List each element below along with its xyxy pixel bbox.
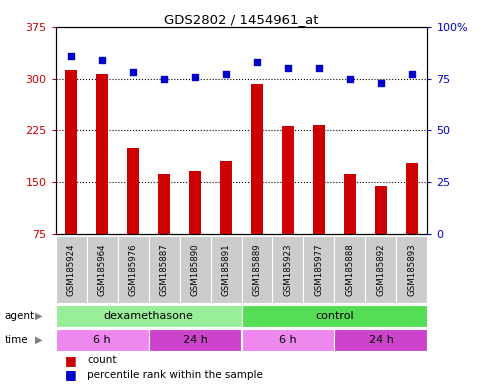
Bar bbox=[242, 305, 427, 327]
Bar bbox=[149, 329, 242, 351]
Bar bbox=[211, 236, 242, 303]
Text: GSM185888: GSM185888 bbox=[345, 243, 355, 296]
Point bbox=[253, 59, 261, 65]
Text: GSM185889: GSM185889 bbox=[253, 243, 261, 296]
Bar bbox=[56, 329, 149, 351]
Point bbox=[377, 80, 385, 86]
Bar bbox=[117, 236, 149, 303]
Bar bbox=[96, 74, 108, 234]
Bar bbox=[334, 329, 427, 351]
Text: GSM185923: GSM185923 bbox=[284, 243, 293, 296]
Bar bbox=[56, 236, 86, 303]
Text: ▶: ▶ bbox=[35, 311, 43, 321]
Text: agent: agent bbox=[5, 311, 35, 321]
Text: GSM185964: GSM185964 bbox=[98, 243, 107, 296]
Bar bbox=[56, 305, 242, 327]
Text: 6 h: 6 h bbox=[279, 335, 297, 345]
Bar bbox=[65, 70, 77, 234]
Bar bbox=[366, 236, 397, 303]
Text: 24 h: 24 h bbox=[183, 335, 208, 345]
Text: GSM185891: GSM185891 bbox=[222, 243, 230, 296]
Point bbox=[315, 65, 323, 71]
Text: dexamethasone: dexamethasone bbox=[103, 311, 194, 321]
Bar bbox=[375, 185, 387, 234]
Text: 24 h: 24 h bbox=[369, 335, 394, 345]
Bar bbox=[334, 236, 366, 303]
Bar bbox=[272, 236, 303, 303]
Point bbox=[98, 57, 106, 63]
Bar bbox=[189, 171, 201, 234]
Text: count: count bbox=[87, 356, 116, 366]
Text: 6 h: 6 h bbox=[93, 335, 111, 345]
Text: ▶: ▶ bbox=[35, 335, 43, 345]
Text: GSM185977: GSM185977 bbox=[314, 243, 324, 296]
Bar bbox=[303, 236, 334, 303]
Bar bbox=[86, 236, 117, 303]
Text: GSM185976: GSM185976 bbox=[128, 243, 138, 296]
Bar bbox=[149, 236, 180, 303]
Bar bbox=[344, 174, 356, 234]
Bar bbox=[397, 236, 427, 303]
Bar bbox=[158, 174, 170, 234]
Point bbox=[67, 53, 75, 59]
Text: control: control bbox=[315, 311, 354, 321]
Text: GSM185887: GSM185887 bbox=[159, 243, 169, 296]
Point bbox=[346, 76, 354, 82]
Point bbox=[191, 73, 199, 79]
Bar bbox=[180, 236, 211, 303]
Bar bbox=[242, 329, 334, 351]
Point bbox=[222, 71, 230, 78]
Point bbox=[408, 71, 416, 78]
Text: percentile rank within the sample: percentile rank within the sample bbox=[87, 370, 263, 380]
Text: GSM185890: GSM185890 bbox=[190, 243, 199, 296]
Bar bbox=[220, 161, 232, 234]
Text: time: time bbox=[5, 335, 28, 345]
Bar bbox=[242, 236, 272, 303]
Text: ■: ■ bbox=[65, 368, 77, 381]
Bar bbox=[313, 125, 325, 234]
Bar bbox=[127, 147, 139, 234]
Bar bbox=[282, 126, 294, 234]
Point bbox=[160, 76, 168, 82]
Text: GSM185893: GSM185893 bbox=[408, 243, 416, 296]
Text: ■: ■ bbox=[65, 354, 77, 367]
Text: GSM185892: GSM185892 bbox=[376, 243, 385, 296]
Point bbox=[129, 70, 137, 76]
Point bbox=[284, 65, 292, 71]
Text: GSM185924: GSM185924 bbox=[67, 243, 75, 296]
Bar bbox=[406, 164, 418, 234]
Title: GDS2802 / 1454961_at: GDS2802 / 1454961_at bbox=[164, 13, 319, 26]
Bar bbox=[251, 84, 263, 234]
